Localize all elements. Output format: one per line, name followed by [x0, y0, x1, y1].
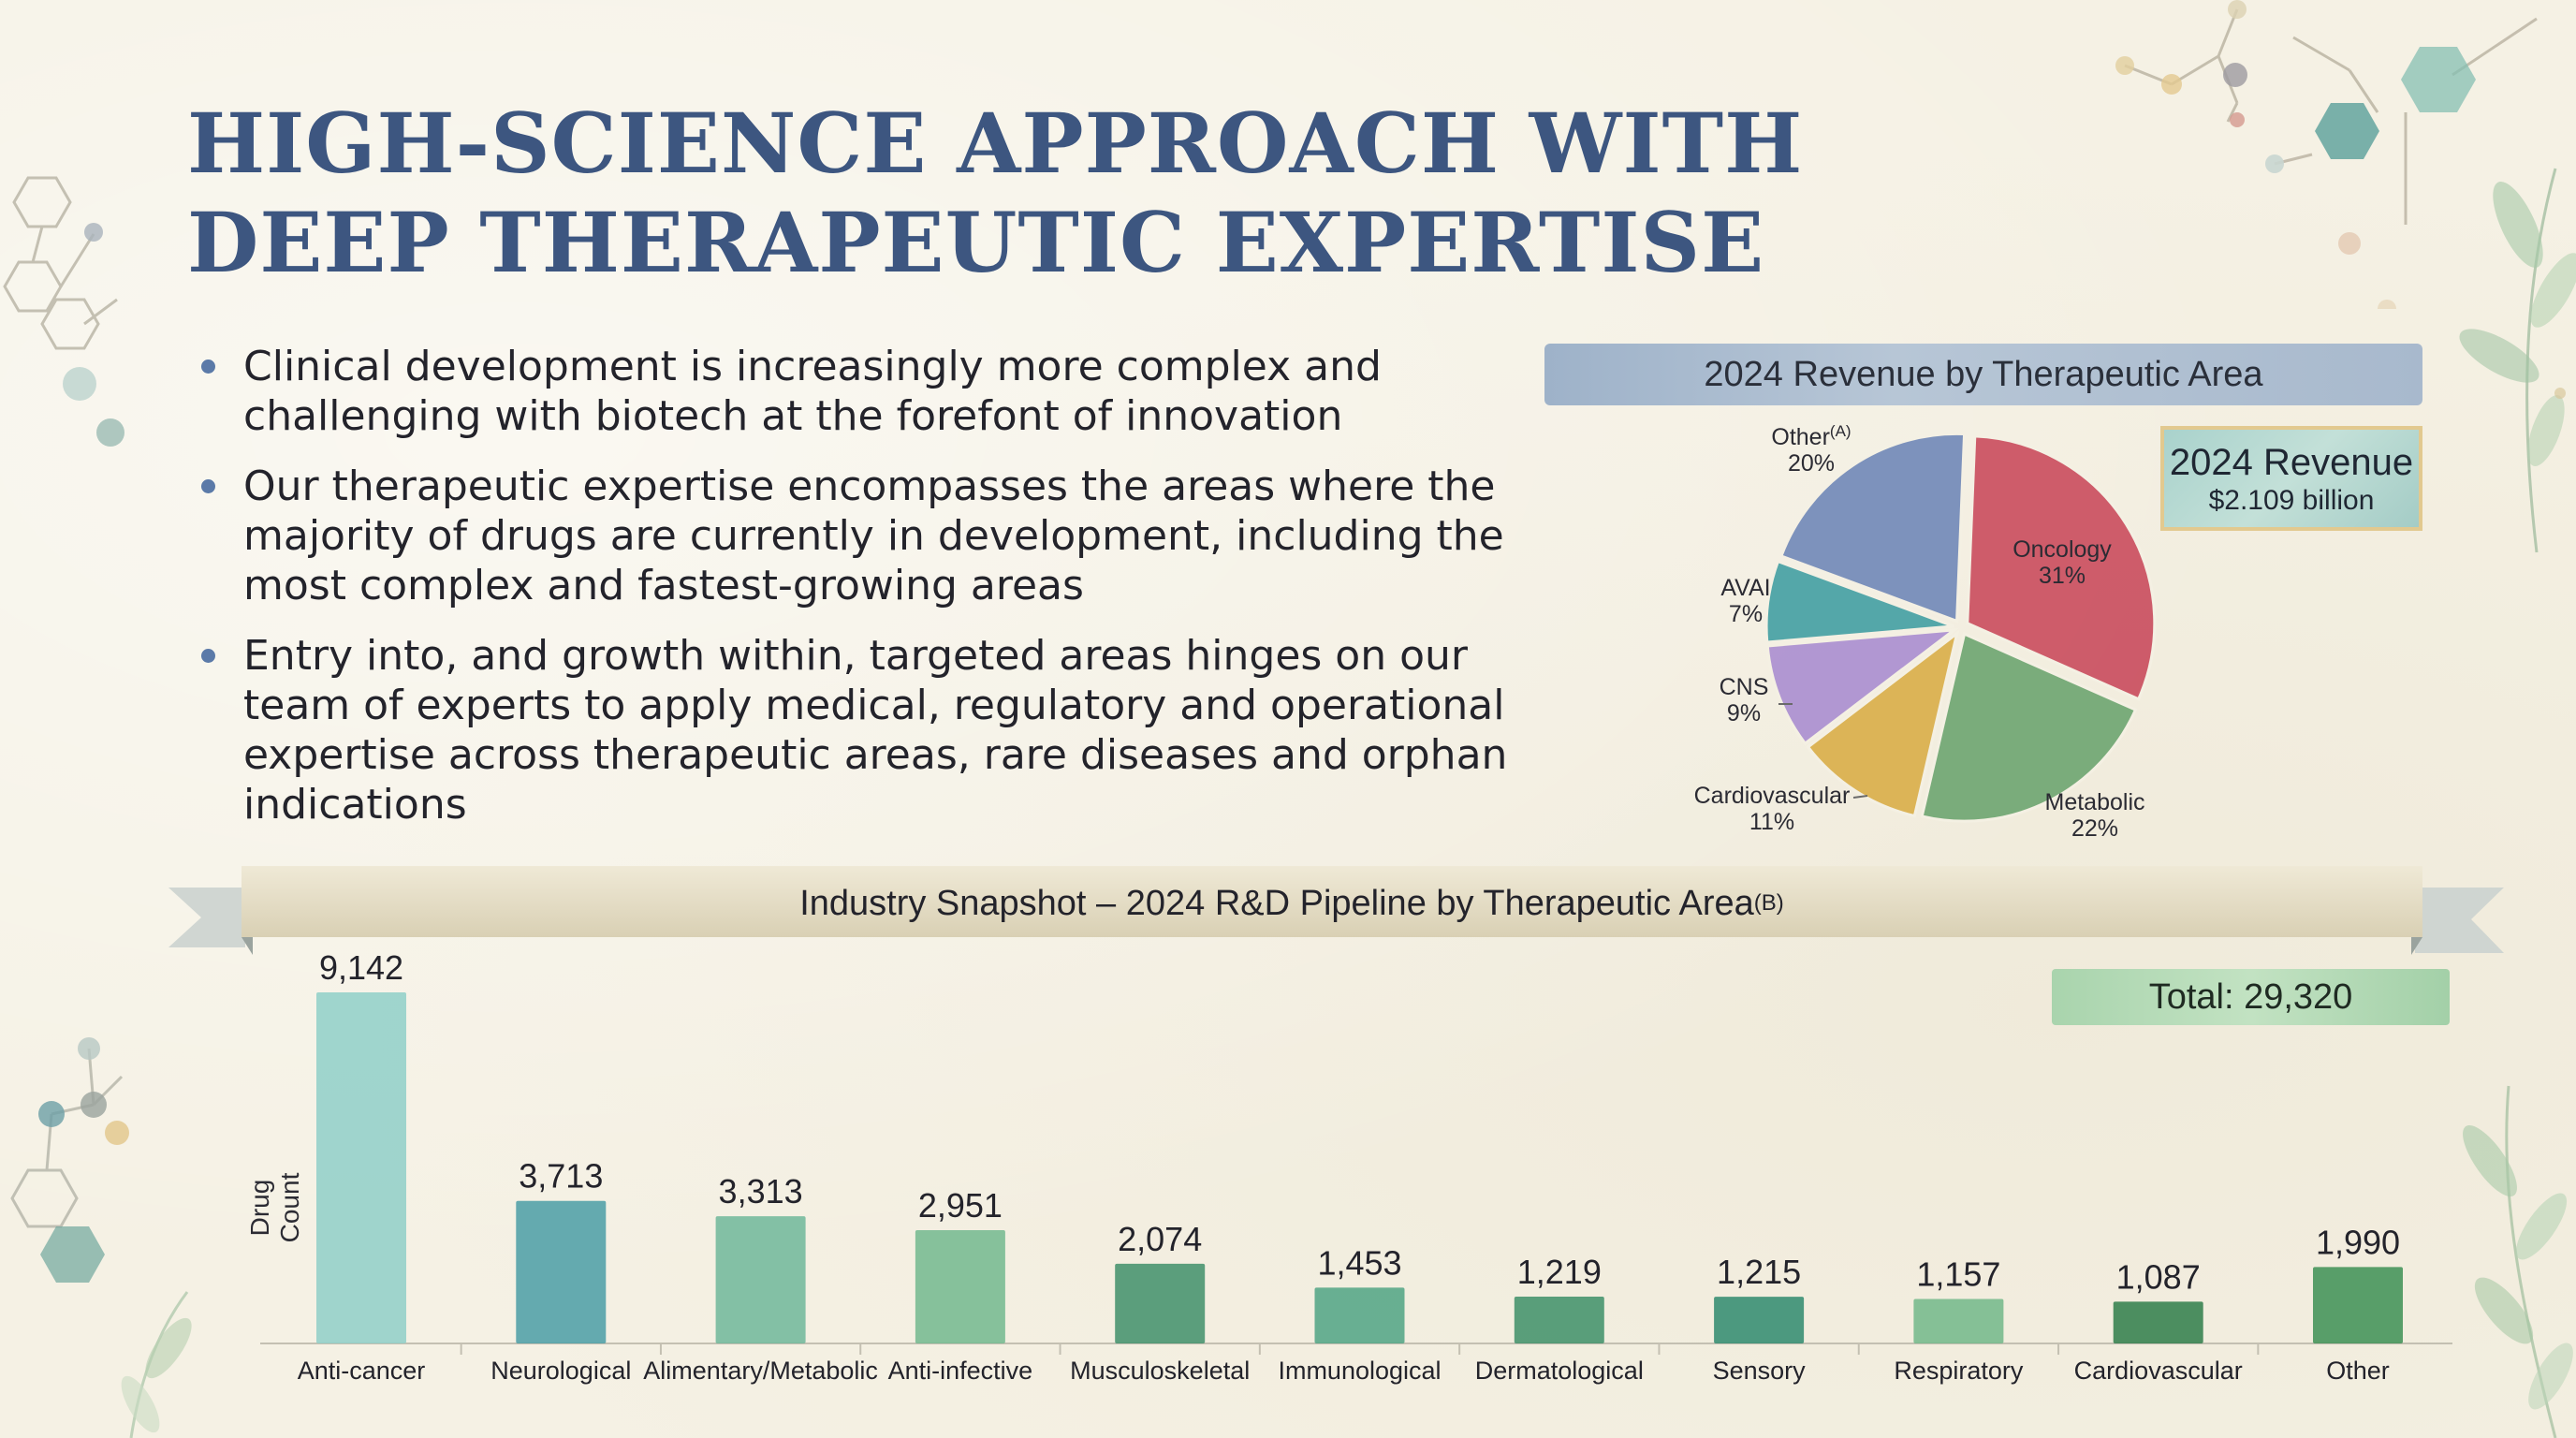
bar-value-label: 3,313	[719, 1172, 803, 1211]
bar-category-label: Immunological	[1278, 1357, 1441, 1385]
bar-category-label: Anti-cancer	[298, 1357, 426, 1385]
revenue-box: 2024 Revenue $2.109 billion	[2160, 426, 2422, 531]
pie-slice-oncology	[1966, 434, 2157, 701]
bullet-item: Our therapeutic expertise encompasses th…	[197, 462, 1526, 610]
bar-category-label: Sensory	[1713, 1357, 1807, 1385]
pie-slice-metabolic	[1920, 632, 2138, 823]
pie-label-metabolic: Metabolic	[2045, 789, 2145, 815]
pie-leader-line	[1852, 795, 1868, 799]
bar-dermatological	[1514, 1296, 1604, 1343]
bar-value-label: 2,951	[918, 1186, 1003, 1225]
bar-value-label: 2,074	[1118, 1220, 1202, 1258]
pie-label-cardiovascular: Cardiovascular	[1694, 783, 1851, 809]
leaf-illustration-right-top	[2459, 168, 2576, 553]
bullet-dot-icon	[201, 649, 215, 663]
pie-value-oncology: 31%	[2039, 563, 2086, 589]
pie-value-other: 20%	[1788, 450, 1835, 477]
bar-value-label: 1,157	[1916, 1255, 2000, 1294]
bar-value-label: 1,453	[1317, 1243, 1401, 1282]
bar-immunological	[1314, 1287, 1405, 1343]
bar-category-label: Other	[2326, 1357, 2390, 1385]
pie-slice-cns	[1765, 627, 1959, 746]
pie-label-avai: AVAI	[1720, 575, 1770, 601]
bar-chart-title-text: Industry Snapshot – 2024 R&D Pipeline by…	[799, 883, 1754, 923]
pie-slice-cardiovascular	[1806, 629, 1960, 818]
molecule-illustration-top-right	[2115, 0, 2538, 309]
pie-value-cardiovascular: 11%	[1749, 809, 1794, 835]
slide-title: HIGH-SCIENCE APPROACH WITH DEEP THERAPEU…	[187, 95, 1804, 291]
bar-category-label: Dermatological	[1475, 1357, 1644, 1385]
bullet-dot-icon	[201, 479, 215, 493]
bar-anti-cancer	[316, 992, 406, 1343]
bar-value-label: 1,215	[1717, 1253, 1801, 1291]
bar-value-label: 1,219	[1517, 1253, 1602, 1291]
pie-slice-other	[1779, 432, 1967, 624]
bar-value-label: 1,087	[2116, 1257, 2201, 1296]
bar-category-label: Anti-infective	[888, 1357, 1033, 1385]
bar-chart-title: Industry Snapshot – 2024 R&D Pipeline by…	[243, 871, 2340, 936]
revenue-box-title: 2024 Revenue	[2169, 442, 2414, 483]
bar-category-label: Musculoskeletal	[1070, 1357, 1250, 1385]
bullet-list: Clinical development is increasingly mor…	[197, 342, 1526, 850]
pie-value-avai: 7%	[1729, 601, 1763, 627]
pie-slice-avai	[1764, 559, 1954, 644]
bar-value-label: 3,713	[519, 1157, 603, 1196]
bar-sensory	[1714, 1297, 1805, 1343]
bullet-text: Our therapeutic expertise encompasses th…	[243, 462, 1504, 609]
molecule-illustration-bottom-left	[10, 1037, 192, 1438]
pie-label-cns: CNS	[1720, 674, 1769, 700]
bar-neurological	[516, 1200, 607, 1343]
pie-value-cns: 9%	[1727, 700, 1761, 726]
bar-chart-title-sup: (B)	[1753, 890, 1784, 916]
bar-value-label: 9,142	[319, 948, 403, 987]
bar-respiratory	[1913, 1299, 2004, 1343]
bar-alimentary-metabolic	[715, 1216, 806, 1343]
pie-label-oncology: Oncology	[2012, 536, 2112, 563]
bar-cardiovascular	[2113, 1301, 2203, 1343]
molecule-illustration-left	[3, 176, 124, 447]
pie-chart-title: 2024 Revenue by Therapeutic Area	[1544, 344, 2422, 405]
bar-category-label: Alimentary/Metabolic	[643, 1357, 878, 1385]
bullet-text: Clinical development is increasingly mor…	[243, 343, 1382, 440]
bar-musculoskeletal	[1115, 1263, 1206, 1343]
bullet-item: Clinical development is increasingly mor…	[197, 342, 1526, 441]
bar-other	[2313, 1267, 2403, 1343]
bar-value-label: 1,990	[2316, 1223, 2400, 1261]
total-box: Total: 29,320	[2052, 969, 2450, 1025]
bar-category-label: Cardiovascular	[2074, 1357, 2243, 1385]
bullet-dot-icon	[201, 360, 215, 374]
bullet-text: Entry into, and growth within, targeted …	[243, 632, 1508, 829]
bar-category-label: Neurological	[490, 1357, 631, 1385]
pie-value-metabolic: 22%	[2071, 815, 2118, 842]
pie-label-sup: (A)	[1830, 422, 1852, 440]
revenue-box-value: $2.109 billion	[2208, 485, 2375, 516]
bar-category-label: Respiratory	[1894, 1357, 2024, 1385]
leaf-illustration-bottom-right	[2463, 1085, 2573, 1438]
bar-anti-infective	[915, 1229, 1005, 1343]
bullet-item: Entry into, and growth within, targeted …	[197, 631, 1526, 829]
pie-label-other: Other(A)	[1771, 422, 1851, 451]
